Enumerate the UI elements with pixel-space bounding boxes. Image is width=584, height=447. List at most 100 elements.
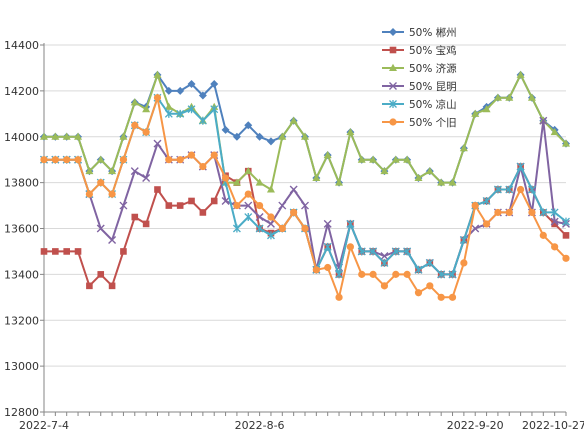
- data-point: [323, 150, 332, 159]
- series-line: [44, 73, 567, 191]
- data-point: [210, 105, 219, 114]
- data-point: [198, 116, 207, 125]
- data-point: [301, 224, 309, 233]
- series-5: [40, 93, 570, 279]
- data-point: [153, 70, 162, 78]
- x-tick-label: 2022-8-6: [235, 419, 285, 432]
- data-point: [494, 208, 502, 217]
- data-point: [426, 282, 434, 290]
- data-point: [131, 121, 139, 129]
- data-point: [505, 93, 514, 101]
- data-point: [437, 293, 445, 301]
- data-point: [244, 121, 253, 130]
- x-tick-label: 2022-7-4: [19, 419, 69, 432]
- data-point: [153, 94, 162, 102]
- data-point: [51, 156, 59, 164]
- legend-swatch-marker: [389, 118, 397, 126]
- data-point: [244, 201, 253, 210]
- y-tick-label: 14400: [4, 39, 39, 52]
- legend-item: 50% 济源: [382, 62, 457, 75]
- data-point: [232, 224, 241, 233]
- y-tick-label: 12800: [4, 406, 39, 419]
- legend-item: 50% 昆明: [382, 81, 457, 93]
- y-tick-label: 14200: [4, 85, 39, 98]
- data-point: [142, 105, 151, 113]
- data-point: [301, 132, 309, 140]
- data-point: [153, 139, 162, 148]
- data-point: [414, 265, 423, 274]
- data-point: [380, 166, 389, 175]
- data-point: [482, 196, 491, 205]
- data-point: [527, 185, 536, 194]
- data-point: [233, 201, 241, 210]
- data-point: [40, 132, 48, 140]
- x-axis-ticks: 2022-7-4 2022-8-6 2022-9-20 2022-10-27: [19, 419, 584, 432]
- data-point: [131, 213, 139, 221]
- data-point: [539, 208, 548, 217]
- data-point: [40, 156, 48, 164]
- data-point: [210, 79, 219, 88]
- y-tick-label: 13600: [4, 223, 39, 236]
- data-point: [108, 235, 117, 244]
- data-point: [312, 173, 321, 182]
- data-point: [164, 109, 173, 118]
- data-point: [562, 254, 570, 262]
- data-point: [369, 247, 378, 256]
- data-point: [358, 270, 366, 278]
- data-point: [97, 271, 105, 278]
- data-point: [74, 132, 83, 140]
- data-point: [232, 178, 241, 186]
- data-point: [414, 289, 423, 297]
- data-point: [403, 247, 412, 256]
- data-point: [85, 166, 94, 175]
- data-point: [187, 105, 196, 114]
- data-point: [267, 213, 275, 221]
- y-tick-label: 14000: [4, 131, 39, 144]
- data-point: [550, 217, 559, 226]
- data-point: [52, 248, 59, 255]
- data-point: [528, 208, 536, 217]
- legend: 50% 郴州 50% 宝鸡 50% 济源 50% 昆明 50% 凉山 50% 个旧: [382, 26, 457, 129]
- data-point: [357, 155, 366, 163]
- legend-item: 50% 郴州: [382, 26, 457, 39]
- data-point: [120, 248, 127, 255]
- data-point: [51, 132, 60, 140]
- legend-label: 50% 凉山: [409, 98, 457, 111]
- data-point: [380, 282, 389, 290]
- data-point: [448, 293, 457, 301]
- data-point: [278, 132, 287, 140]
- data-point: [391, 247, 400, 256]
- data-point: [176, 156, 184, 164]
- data-point: [85, 190, 93, 198]
- data-point: [425, 258, 434, 267]
- data-point: [63, 248, 70, 255]
- data-point: [346, 127, 355, 136]
- data-point: [244, 190, 252, 198]
- data-point: [323, 242, 332, 251]
- data-point: [301, 201, 309, 210]
- data-point: [550, 127, 559, 136]
- data-point: [221, 174, 230, 182]
- legend-swatch-marker: [389, 46, 397, 54]
- data-point: [369, 270, 377, 278]
- series-line: [44, 96, 567, 276]
- data-point: [551, 220, 558, 228]
- data-point: [119, 132, 128, 140]
- legend-swatch-marker: [389, 82, 397, 90]
- data-point: [142, 174, 151, 183]
- data-point: [516, 162, 525, 171]
- data-point: [482, 220, 491, 228]
- data-point: [323, 219, 332, 228]
- data-point: [164, 102, 173, 110]
- data-point: [459, 144, 468, 152]
- data-point: [255, 178, 264, 186]
- data-point: [142, 128, 150, 136]
- data-point: [539, 116, 548, 125]
- data-point: [550, 208, 559, 217]
- data-point: [425, 166, 434, 175]
- series-6: [40, 94, 570, 301]
- data-point: [165, 202, 173, 209]
- data-point: [255, 224, 264, 233]
- data-point: [403, 155, 412, 163]
